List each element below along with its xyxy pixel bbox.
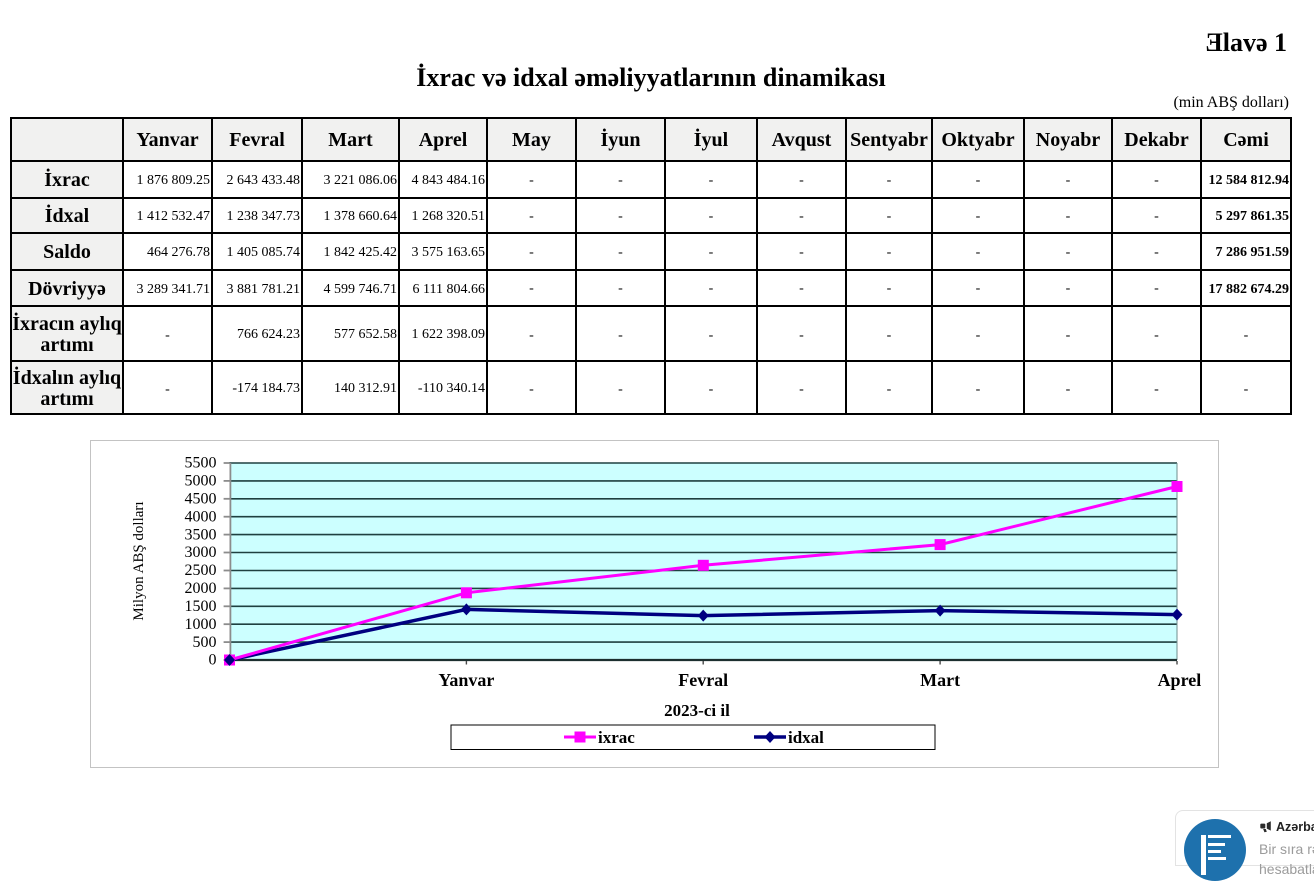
svg-text:1500: 1500: [185, 598, 217, 615]
svg-text:idxal: idxal: [788, 728, 824, 747]
svg-text:Mart: Mart: [920, 670, 960, 690]
svg-text:1000: 1000: [185, 616, 217, 633]
svg-text:Milyon ABŞ dolları: Milyon ABŞ dolları: [131, 501, 147, 620]
svg-text:0: 0: [209, 652, 217, 669]
svg-text:2023-ci il: 2023-ci il: [664, 701, 730, 720]
svg-text:2000: 2000: [185, 580, 217, 597]
svg-text:Aprel: Aprel: [1158, 670, 1202, 690]
svg-text:3500: 3500: [185, 526, 217, 543]
svg-text:ixrac: ixrac: [598, 728, 635, 747]
svg-text:4500: 4500: [185, 491, 217, 508]
svg-text:Yanvar: Yanvar: [438, 670, 494, 690]
svg-text:Fevral: Fevral: [678, 670, 728, 690]
svg-text:3000: 3000: [185, 544, 217, 561]
svg-text:5000: 5000: [185, 473, 217, 490]
svg-text:5500: 5500: [185, 455, 217, 472]
svg-text:4000: 4000: [185, 508, 217, 525]
svg-text:2500: 2500: [185, 562, 217, 579]
svg-text:500: 500: [193, 634, 217, 651]
